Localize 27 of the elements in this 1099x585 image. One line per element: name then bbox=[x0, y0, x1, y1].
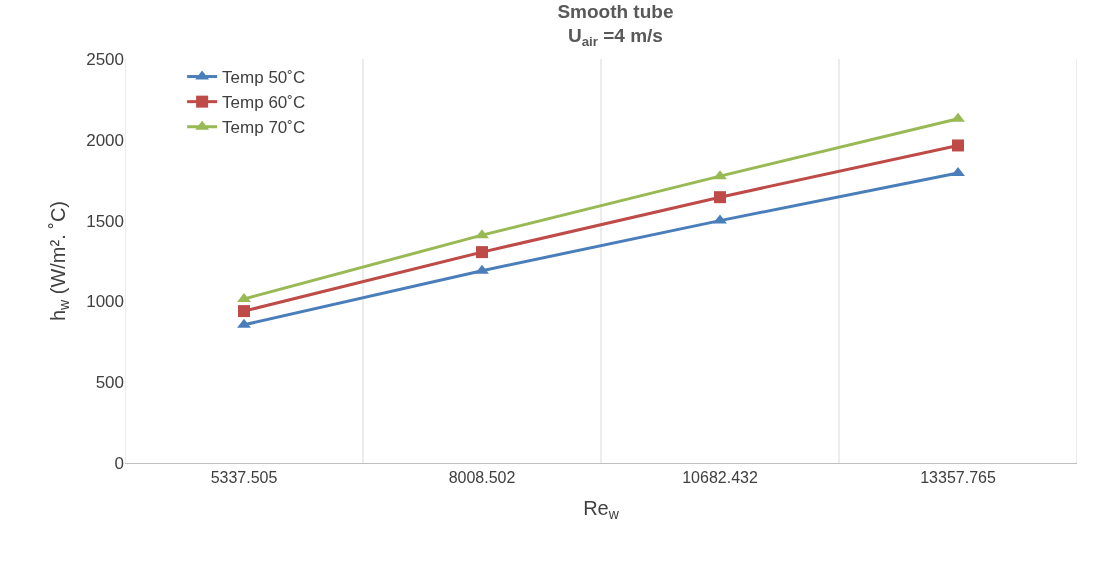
point bbox=[951, 166, 965, 176]
y-tick-label: 2000 bbox=[86, 130, 124, 150]
legend-label: Temp 60˚C bbox=[222, 93, 306, 113]
point bbox=[713, 170, 727, 180]
point bbox=[475, 264, 489, 274]
y-tick-label: 2500 bbox=[86, 49, 124, 69]
legend-label: Temp 50˚C bbox=[222, 68, 306, 88]
x-axis-title: Re$_{w}$ bbox=[583, 496, 620, 522]
point bbox=[237, 318, 251, 328]
point bbox=[952, 139, 964, 152]
x-tick-label: 10682.432 bbox=[682, 469, 758, 487]
y-tick-label: 500 bbox=[95, 373, 124, 393]
y-tick-label: 0 bbox=[114, 453, 124, 473]
point bbox=[714, 191, 726, 204]
y-tick-label: 1500 bbox=[86, 211, 124, 231]
point bbox=[237, 292, 251, 302]
point bbox=[238, 305, 250, 318]
x-tick-label: 8008.502 bbox=[448, 469, 516, 487]
x-tick-label: 13357.765 bbox=[920, 469, 996, 487]
y-tick-label: 1000 bbox=[86, 292, 124, 312]
point bbox=[713, 214, 727, 224]
point bbox=[475, 229, 489, 239]
chart-title: Smooth tube U$_{air}$ =4 m/s bbox=[557, 0, 674, 50]
legend-label: Temp 70˚C bbox=[222, 118, 306, 138]
point bbox=[951, 112, 965, 122]
x-tick-label: 5337.505 bbox=[210, 469, 278, 487]
point bbox=[476, 246, 488, 259]
